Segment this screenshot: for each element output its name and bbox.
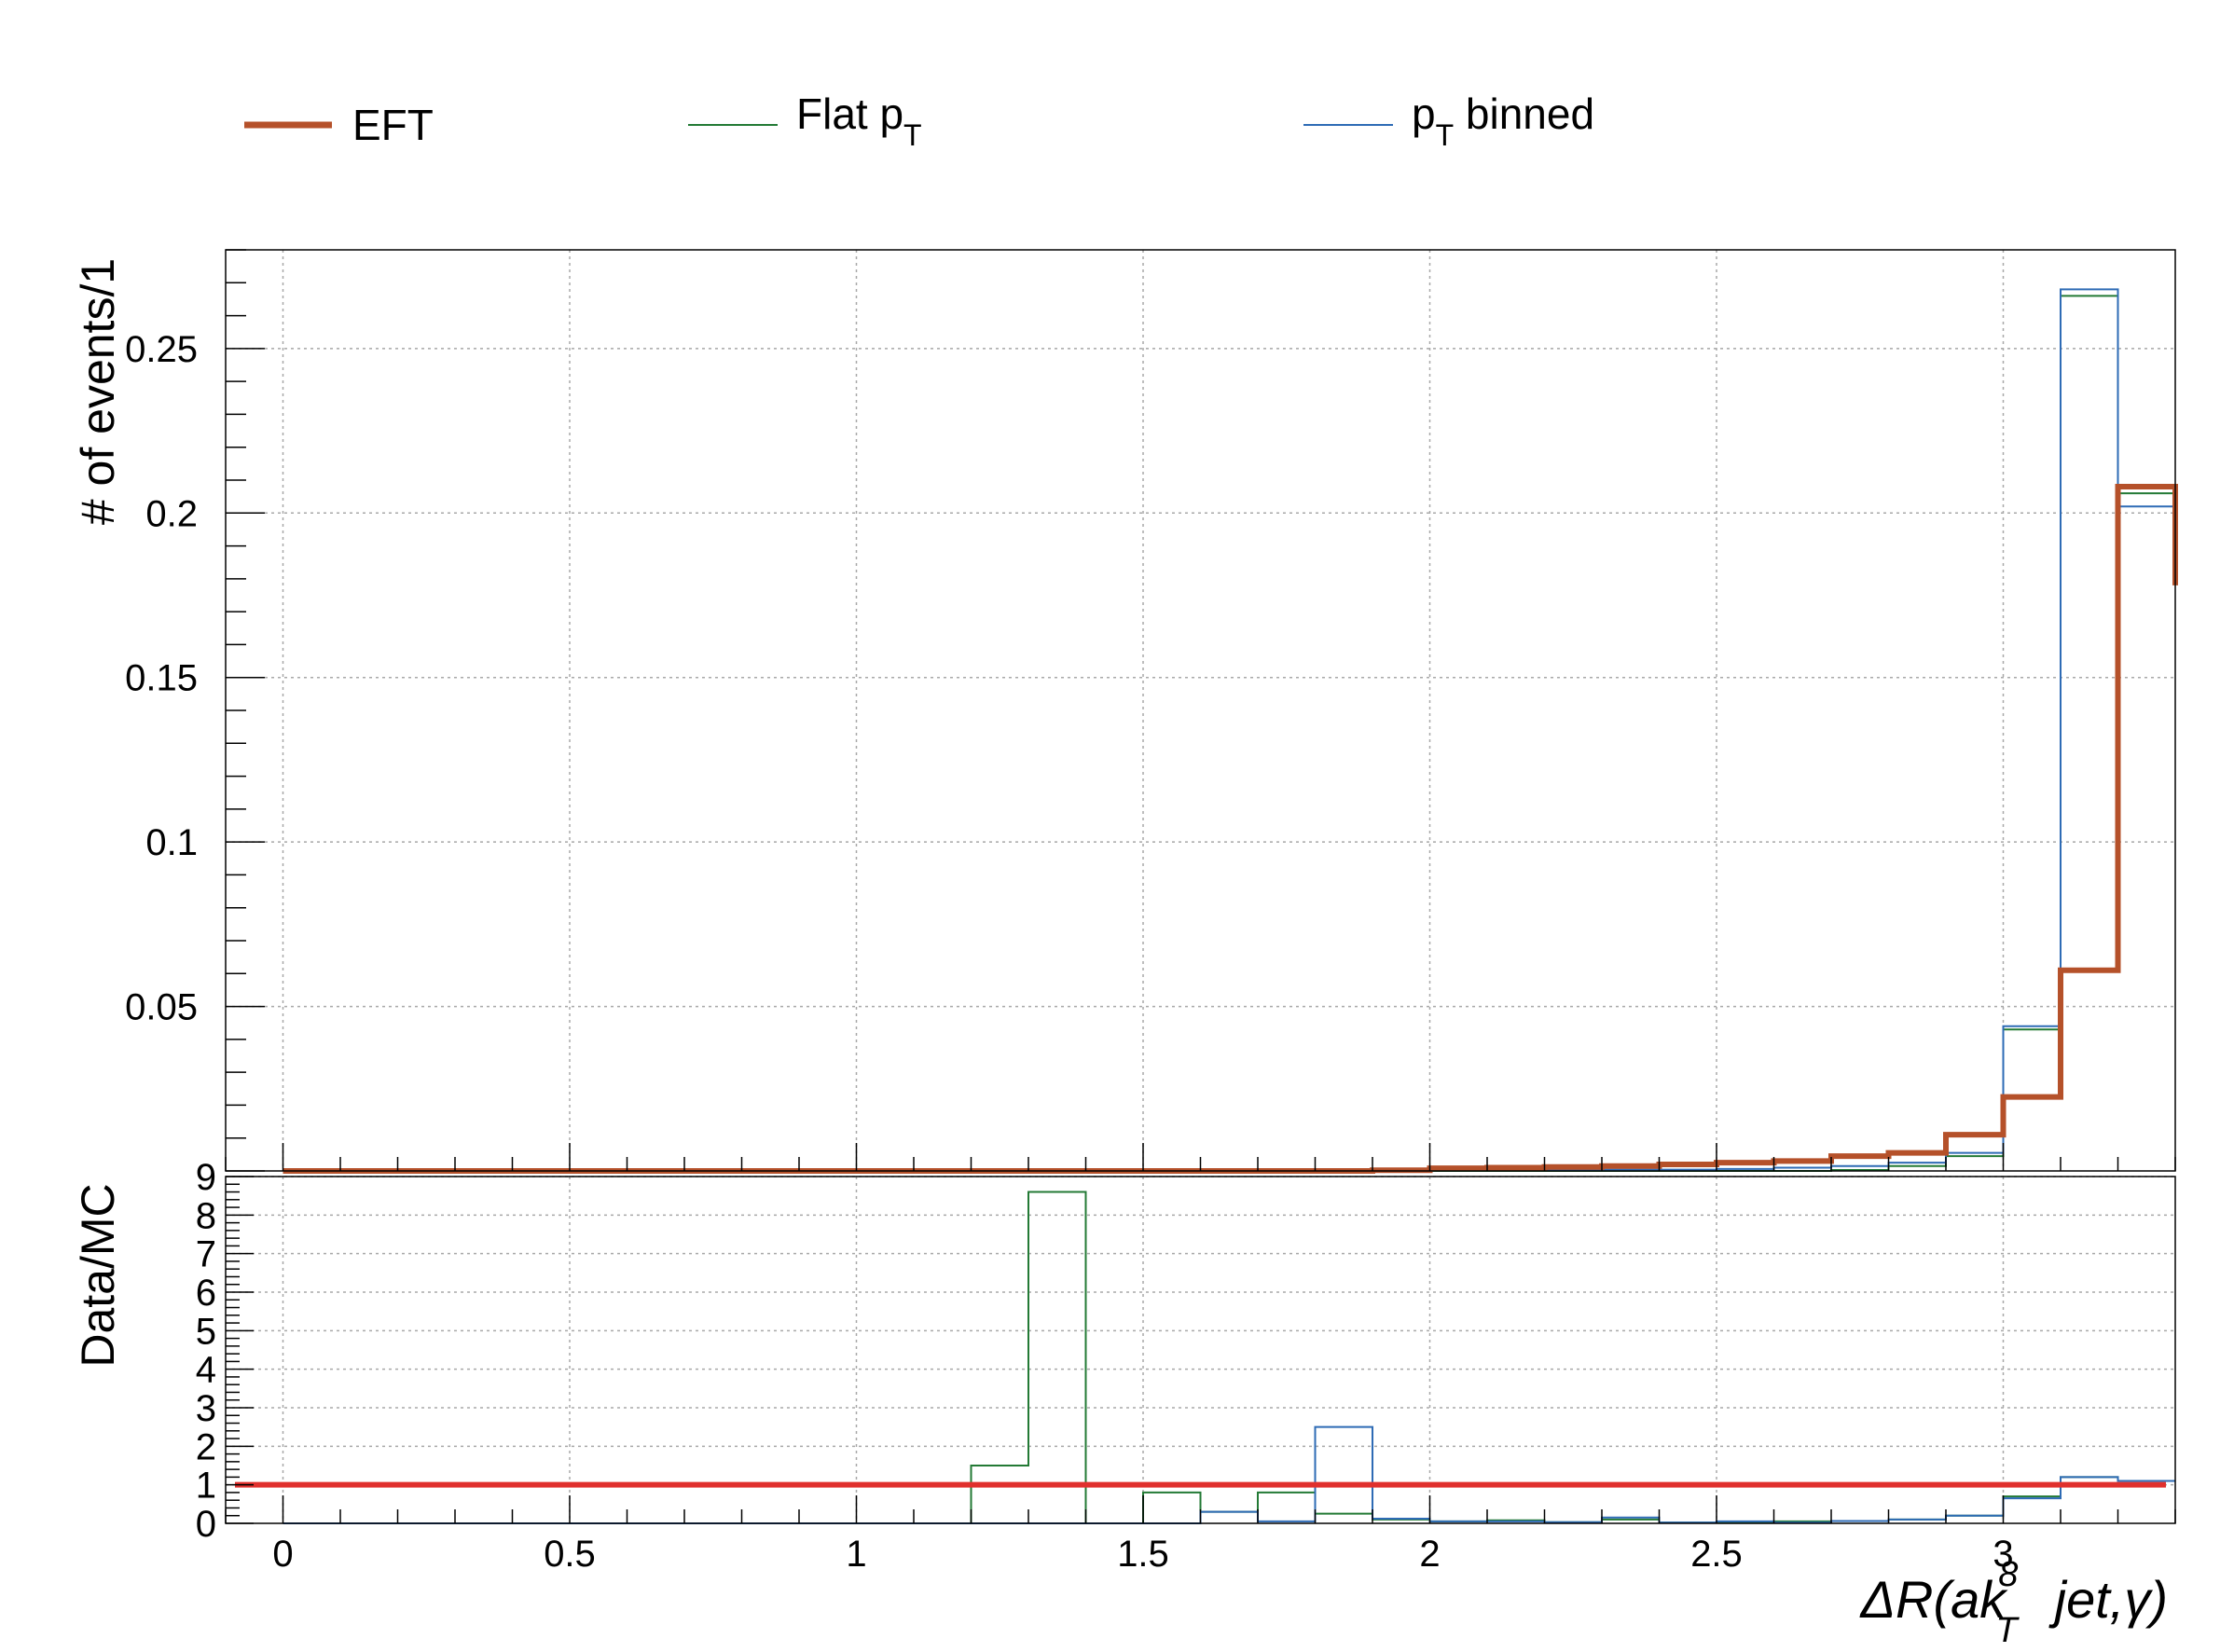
ratio-y-tick-label-6: 6 [196,1273,216,1314]
ratio-y-axis-title: Data/MC [72,1183,124,1367]
top-y-axis-title: # of events/1 [72,258,124,525]
legend-label-sub-pt-binned: T [1436,118,1455,152]
ratio-y-tick-label-5: 5 [196,1311,216,1352]
ratio-y-tick-label-9: 9 [196,1157,216,1198]
ratio-series-pt-binned-ratio [283,1425,2175,1524]
legend: EFT Flat pT pT binned [244,89,1594,152]
legend-label-eft: EFT [352,101,434,149]
legend-label-sub-flat-pt: T [903,118,922,152]
x-tick-label-5: 2.5 [1690,1534,1743,1575]
x-axis-title-prefix: ΔR(ak [1858,1570,2008,1629]
ratio-y-tick-label-3: 3 [196,1388,216,1429]
top-panel-series [283,288,2178,1174]
ratio-panel-series [235,1191,2175,1524]
top-series-pt-binned [283,288,2175,1172]
top-series-flat-pt [283,295,2175,1172]
ratio-y-tick-label-8: 8 [196,1195,216,1236]
x-tick-label-2: 1 [846,1534,866,1575]
top-y-tick-label-4: 0.25 [125,329,198,370]
x-tick-label-0: 0 [272,1534,293,1575]
legend-label-main-pt-binned: p [1412,89,1436,138]
ratio-y-tick-label-7: 7 [196,1234,216,1275]
x-axis-title-sub: T [1995,1611,2020,1650]
x-axis-title: ΔR(ak8 Tjet,γ) [1858,1555,2168,1650]
x-axis-title-suffix: jet,γ) [2048,1570,2168,1629]
top-panel-frame [225,249,2176,1172]
axis-ticks [225,249,2176,1524]
ratio-y-tick-label-2: 2 [196,1426,216,1467]
legend-label-flat-pt: Flat pT [796,89,922,152]
panel-frames [225,249,2176,1524]
x-tick-label-6: 3 [1993,1534,2013,1575]
axis-labels: 0 0.5 1 1.5 2 2.5 30.050.10.150.20.25012345678… [125,329,2013,1575]
ratio-y-tick-label-1: 1 [196,1466,216,1507]
ratio-panel-grid [226,1176,2175,1523]
top-panel-grid [226,250,2175,1171]
ratio-y-tick-label-0: 0 [196,1504,216,1545]
x-tick-label-4: 2 [1419,1534,1440,1575]
legend-label-main-eft: EFT [352,101,434,149]
ratio-y-tick-label-4: 4 [196,1350,216,1391]
legend-label-tail-pt-binned: binned [1454,89,1594,138]
axis-titles: # of events/1 Data/MC ΔR(ak8 Tjet,γ) [72,258,2168,1650]
legend-label-pt-binned: pT binned [1412,89,1594,152]
x-axis-title-sup: 8 [1998,1555,2018,1594]
x-tick-label-1: 0.5 [544,1534,596,1575]
ratio-panel-frame [225,1176,2176,1524]
ratio-series-flat-pt-ratio [283,1191,2175,1524]
x-tick-label-3: 1.5 [1117,1534,1169,1575]
top-y-tick-label-3: 0.2 [145,493,198,534]
top-y-tick-label-1: 0.1 [145,822,198,863]
top-y-tick-label-2: 0.15 [125,658,198,699]
top-series-eft [283,484,2178,1174]
legend-label-main-flat-pt: Flat p [796,89,903,138]
top-y-tick-label-0: 0.05 [125,987,198,1028]
